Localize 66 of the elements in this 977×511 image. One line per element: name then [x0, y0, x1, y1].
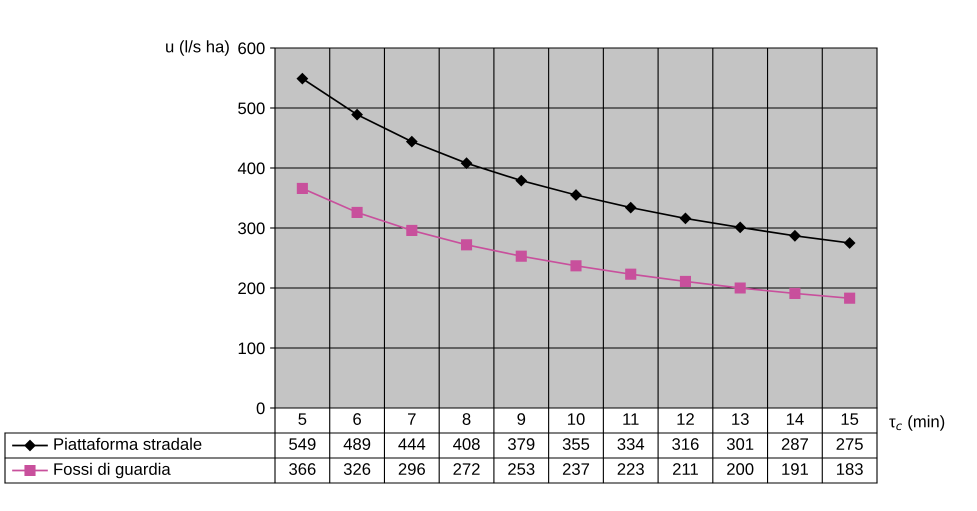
data-label: 334: [617, 438, 644, 450]
data-label: 296: [398, 463, 425, 475]
x-tick-label: 15: [842, 413, 858, 425]
data-label: 253: [508, 463, 534, 475]
point: [460, 239, 472, 250]
data-label: 379: [508, 438, 534, 450]
point: [351, 108, 363, 120]
y-tick-label: 400: [238, 162, 265, 174]
point: [570, 189, 582, 201]
data-label: 489: [344, 438, 370, 450]
data-label: 355: [562, 438, 590, 450]
x-tick-label: 7: [408, 413, 416, 425]
point: [844, 237, 856, 249]
x-axis-title: τ$_{c}$ (min): [889, 415, 944, 431]
data-label: 200: [727, 463, 754, 475]
point: [352, 206, 363, 218]
data-label: 408: [453, 438, 480, 450]
data-label: 444: [398, 438, 426, 450]
data-label: 326: [344, 463, 370, 475]
data-label: 275: [836, 438, 863, 450]
point: [516, 250, 527, 262]
point: [406, 136, 418, 148]
point: [680, 212, 692, 224]
x-tick-label: 11: [623, 413, 639, 425]
data-label: 549: [289, 438, 316, 450]
y-axis-title: u (l/s ha): [166, 40, 229, 56]
point: [844, 292, 856, 304]
data-label: 191: [782, 463, 808, 475]
y-tick-label: 100: [238, 342, 265, 354]
x-tick-label: 6: [353, 413, 361, 425]
point: [789, 288, 800, 299]
x-tick-label: 13: [732, 413, 749, 425]
point: [570, 260, 582, 272]
y-tick-label: 200: [238, 282, 265, 294]
point: [296, 182, 308, 194]
y-tick-label: 500: [238, 102, 265, 114]
y-tick-label: 300: [238, 222, 265, 234]
point: [789, 230, 801, 242]
data-label: 223: [618, 463, 644, 475]
data-label: 272: [453, 463, 480, 475]
x-tick-label: 14: [786, 413, 804, 425]
data-label: 366: [289, 463, 316, 475]
point: [406, 224, 418, 236]
point: [625, 202, 636, 214]
legend-label: Fossi di guardia: [54, 462, 171, 478]
point: [460, 158, 472, 169]
data-label: 316: [672, 438, 699, 450]
x-tick-label: 8: [462, 413, 470, 425]
point: [734, 222, 746, 234]
y-tick-label: 0: [256, 402, 265, 414]
point: [734, 282, 746, 294]
x-tick-label: 12: [677, 413, 694, 425]
point: [680, 276, 692, 287]
point: [296, 72, 308, 84]
data-label: 183: [837, 463, 863, 475]
data-label: 301: [726, 438, 754, 450]
x-tick-label: 5: [298, 413, 306, 425]
data-label: 287: [782, 438, 808, 450]
data-label: 237: [562, 463, 590, 475]
point: [516, 174, 527, 186]
y-tick-label: 600: [238, 42, 265, 54]
data-label: 211: [673, 463, 698, 475]
legend-label: Piattaforma stradale: [54, 438, 202, 450]
x-tick-label: 9: [517, 413, 526, 425]
x-tick-label: 10: [568, 413, 585, 425]
point: [625, 268, 636, 280]
